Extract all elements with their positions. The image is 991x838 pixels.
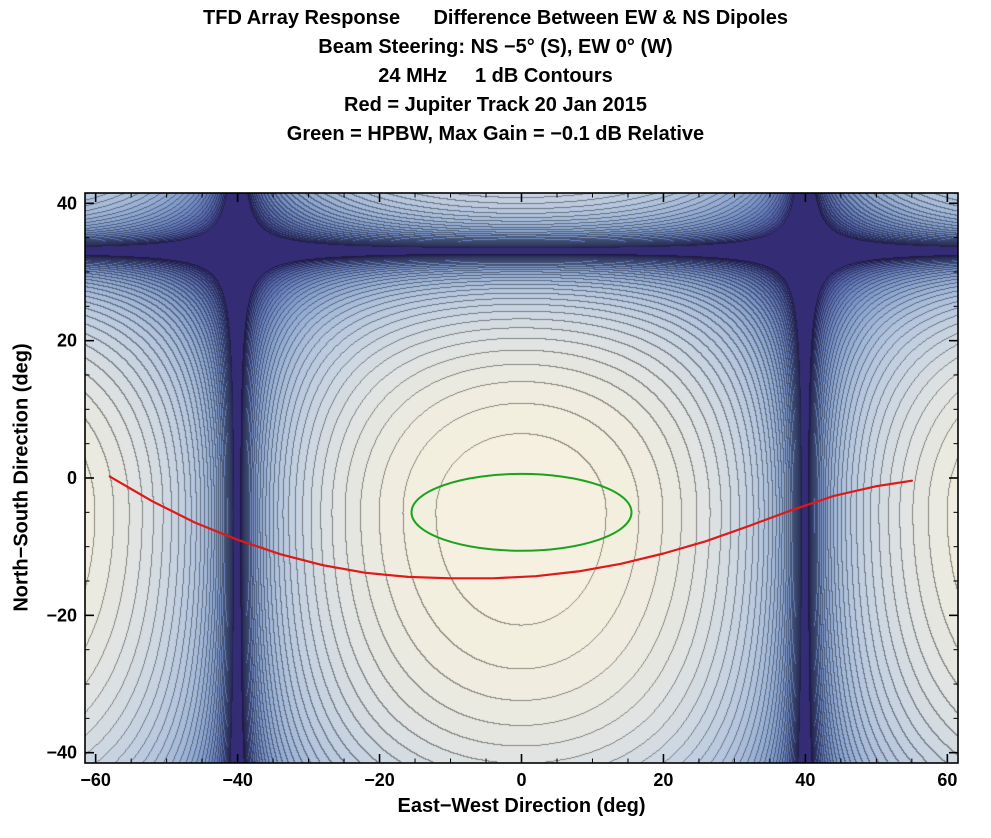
x-axis-label: East−West Direction (deg) [397, 795, 646, 817]
x-tick-label: −60 [80, 770, 111, 790]
y-tick-label: 20 [57, 331, 77, 351]
chart-title-line-5: Green = HPBW, Max Gain = −0.1 dB Relativ… [286, 123, 705, 145]
x-tick-label: 40 [795, 770, 815, 790]
plot-frame [84, 192, 959, 764]
hpbw-ellipse [410, 472, 633, 552]
chart-titles: TFD Array Response Difference Between EW… [0, 4, 991, 149]
x-tick-label: 0 [516, 770, 526, 790]
x-tick-label: 20 [653, 770, 673, 790]
y-tick-label: −40 [46, 743, 77, 763]
chart-title-line-2: Beam Steering: NS −5° (S), EW 0° (W) [318, 36, 673, 58]
x-tick-label: 60 [937, 770, 957, 790]
jupiter-track-line [108, 475, 913, 580]
x-tick-label: −20 [364, 770, 395, 790]
chart-title-line-3: 24 MHz 1 dB Contours [378, 65, 613, 87]
y-tick-label: 0 [67, 468, 77, 488]
y-axis-label: North−South Direction (deg) [10, 343, 33, 612]
y-tick-label: 40 [57, 193, 77, 213]
y-tick-label: −20 [46, 605, 77, 625]
chart-title-line-1: TFD Array Response Difference Between EW… [203, 7, 788, 29]
contour-field-canvas [85, 193, 958, 763]
chart-title-line-4: Red = Jupiter Track 20 Jan 2015 [344, 94, 647, 116]
x-tick-label: −40 [222, 770, 253, 790]
